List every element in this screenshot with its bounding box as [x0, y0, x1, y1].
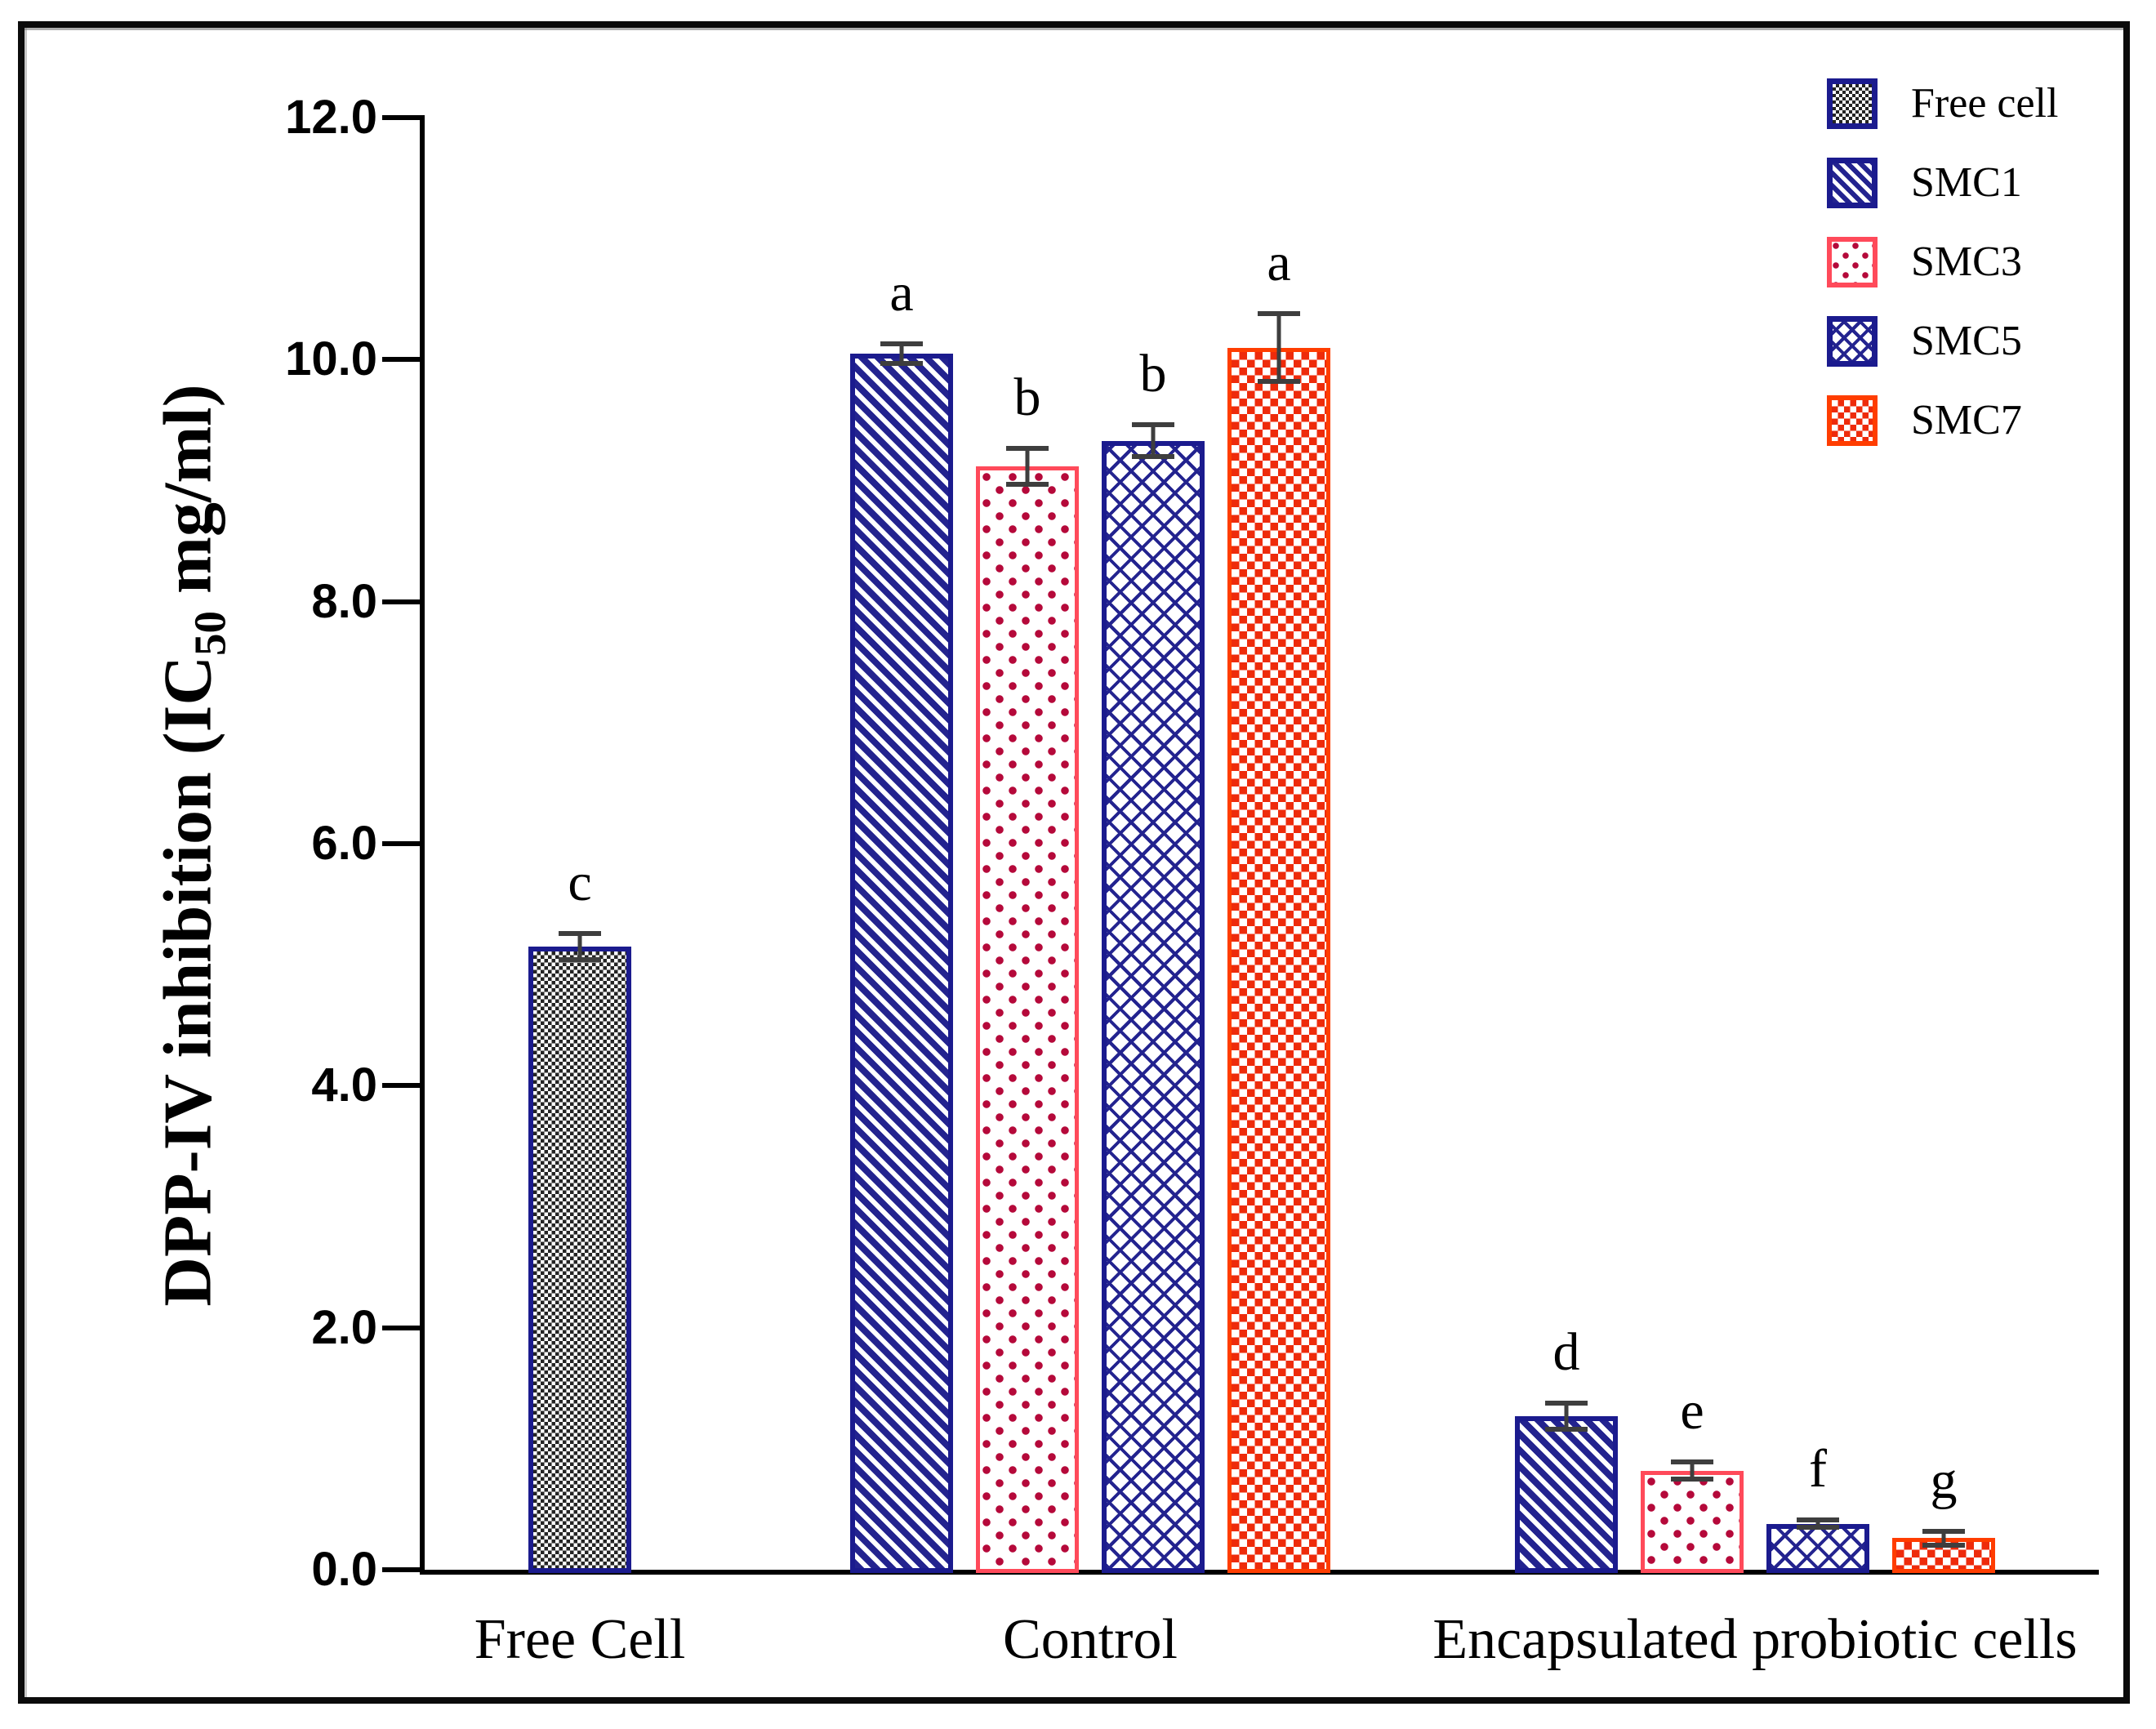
bar-smc7 [1227, 347, 1330, 1573]
y-tick-mark [382, 1325, 425, 1330]
significance-letter: a [889, 263, 914, 323]
free-pattern-swatch [1827, 78, 1878, 129]
y-tick-label: 4.0 [311, 1058, 377, 1112]
error-bar [1545, 1400, 1588, 1433]
error-bar [559, 930, 601, 963]
y-axis-title-units: mg/ml) [149, 384, 226, 611]
bar-free [528, 946, 631, 1573]
smc3-pattern-swatch [1827, 237, 1878, 287]
error-bar-stem [1025, 445, 1030, 487]
legend-label: SMC1 [1911, 159, 2022, 206]
legend-label: SMC7 [1911, 397, 2022, 443]
smc1-pattern-swatch [1827, 158, 1878, 208]
error-bar-stem [1690, 1459, 1695, 1482]
error-bar [1922, 1528, 1965, 1549]
y-tick-label: 2.0 [311, 1300, 377, 1354]
error-bar [1006, 445, 1049, 487]
error-bar-stem [1276, 311, 1281, 384]
error-bar [1258, 311, 1300, 384]
y-tick-mark [382, 1567, 425, 1572]
error-bar [880, 341, 923, 366]
bar-smc3 [1641, 1470, 1744, 1573]
error-bar-stem [1151, 422, 1156, 459]
y-axis-title-subscript: 50 [185, 610, 235, 656]
significance-letter: f [1809, 1439, 1827, 1500]
significance-letter: d [1552, 1321, 1580, 1382]
y-tick-mark [382, 599, 425, 604]
bar-smc5 [1766, 1523, 1869, 1573]
significance-letter: a [1267, 233, 1291, 293]
error-bar-stem [1941, 1528, 1946, 1549]
category-label: Control [1003, 1608, 1178, 1671]
y-tick-mark [382, 115, 425, 120]
legend-label: SMC3 [1911, 238, 2022, 285]
y-axis-title: DPP-IV inhibition (IC50 mg/ml) [149, 384, 236, 1306]
y-tick-mark [382, 357, 425, 363]
y-tick-label: 12.0 [285, 91, 377, 144]
bar-smc5 [1102, 440, 1205, 1573]
y-tick-mark [382, 841, 425, 846]
error-bar-stem [1815, 1517, 1820, 1531]
smc7-pattern-swatch [1827, 395, 1878, 446]
error-bar-stem [899, 341, 904, 366]
error-bar [1132, 422, 1174, 459]
smc5-pattern-swatch [1827, 316, 1878, 367]
y-tick-label: 10.0 [285, 332, 377, 386]
error-bar-stem [1564, 1400, 1569, 1433]
legend-label: Free cell [1911, 80, 2059, 127]
error-bar [1671, 1459, 1713, 1482]
significance-letter: b [1139, 344, 1167, 404]
error-bar [1797, 1517, 1839, 1531]
significance-letter: c [568, 852, 592, 912]
y-tick-label: 8.0 [311, 574, 377, 628]
bar-smc1 [1515, 1415, 1618, 1573]
y-tick-label: 6.0 [311, 817, 377, 870]
figure-border [18, 21, 2130, 1704]
y-tick-mark [382, 1083, 425, 1089]
significance-letter: b [1013, 367, 1041, 427]
significance-letter: g [1930, 1450, 1958, 1510]
bar-smc1 [850, 353, 953, 1573]
significance-letter: e [1680, 1381, 1704, 1442]
y-axis-line [420, 118, 425, 1575]
y-axis-title-text: DPP-IV inhibition (IC [149, 655, 226, 1307]
category-label: Encapsulated probiotic cells [1432, 1608, 2078, 1671]
error-bar-stem [577, 930, 582, 963]
bar-smc3 [976, 466, 1079, 1573]
legend-label: SMC5 [1911, 318, 2022, 364]
y-tick-label: 0.0 [311, 1543, 377, 1596]
category-label: Free Cell [474, 1608, 686, 1671]
